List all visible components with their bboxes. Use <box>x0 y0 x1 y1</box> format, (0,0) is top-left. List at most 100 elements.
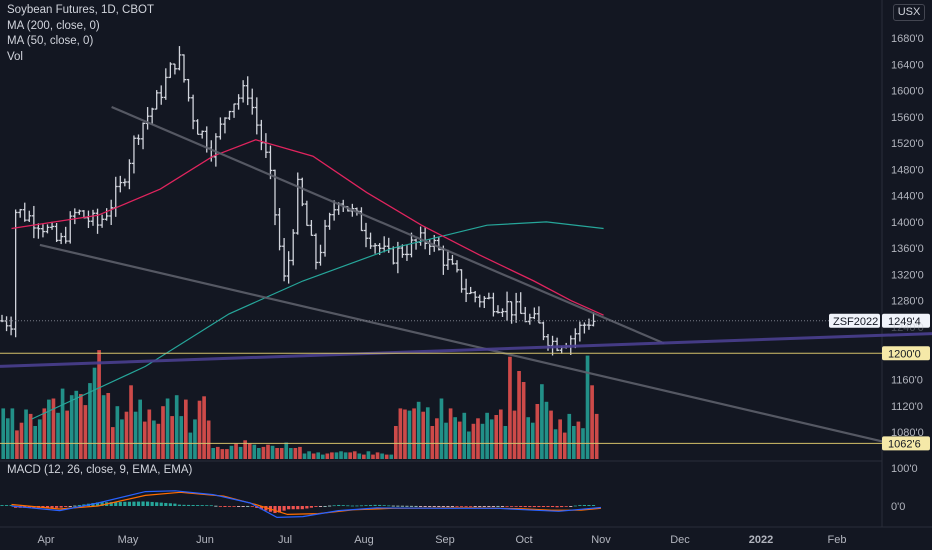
volume-bar[interactable] <box>28 413 33 459</box>
volume-bar[interactable] <box>56 412 60 459</box>
volume-bar[interactable] <box>120 419 124 459</box>
volume-bar[interactable] <box>42 408 47 459</box>
volume-bar[interactable] <box>540 384 544 459</box>
volume-bar[interactable] <box>133 411 138 459</box>
volume-bar[interactable] <box>325 453 330 460</box>
volume-bar[interactable] <box>339 451 343 459</box>
volume-bar[interactable] <box>352 451 357 459</box>
volume-bar[interactable] <box>384 454 389 459</box>
volume-bar[interactable] <box>380 453 384 460</box>
volume-bar[interactable] <box>15 430 19 459</box>
volume-bar[interactable] <box>1 408 6 459</box>
volume-bar[interactable] <box>508 356 512 459</box>
volume-bar[interactable] <box>179 416 184 459</box>
volume-bar[interactable] <box>257 448 261 459</box>
volume-bar[interactable] <box>234 443 238 459</box>
volume-bar[interactable] <box>152 420 156 460</box>
volume-bar[interactable] <box>298 446 302 459</box>
macd-legend[interactable]: MACD (12, 26, close, 9, EMA, EMA) <box>7 464 193 476</box>
volume-bar[interactable] <box>521 382 526 459</box>
volume-bar[interactable] <box>462 412 467 459</box>
lower-trendline[interactable] <box>39 243 891 445</box>
volume-bar[interactable] <box>375 452 380 459</box>
volume-bar[interactable] <box>330 452 334 459</box>
volume-bar[interactable] <box>211 448 216 459</box>
volume-bar[interactable] <box>553 429 558 459</box>
volume-bar[interactable] <box>47 399 51 459</box>
upper-trendline[interactable] <box>111 105 665 345</box>
volume-bar[interactable] <box>183 399 188 459</box>
volume-bar[interactable] <box>471 423 476 459</box>
volume-bar[interactable] <box>10 408 15 459</box>
volume-bar[interactable] <box>138 399 143 459</box>
volume-bar[interactable] <box>307 451 311 459</box>
volume-bar[interactable] <box>215 446 220 459</box>
volume-bar[interactable] <box>425 407 430 459</box>
volume-bar[interactable] <box>498 409 503 460</box>
volume-bar[interactable] <box>576 421 581 459</box>
volume-bar[interactable] <box>275 448 279 459</box>
volume-bar[interactable] <box>503 426 508 459</box>
volume-bar[interactable] <box>270 445 275 459</box>
volume-bar[interactable] <box>343 452 348 459</box>
volume-bar[interactable] <box>156 423 161 459</box>
volume-bar[interactable] <box>594 413 599 459</box>
volume-bar[interactable] <box>453 417 457 459</box>
currency-button[interactable]: USX <box>893 4 925 21</box>
volume-bar[interactable] <box>37 419 42 459</box>
volume-bar[interactable] <box>407 410 412 459</box>
volume-bar[interactable] <box>421 411 426 459</box>
volume-bar[interactable] <box>79 394 83 459</box>
legend-title[interactable]: Soybean Futures, 1D, CBOT <box>7 4 155 16</box>
volume-bar[interactable] <box>585 355 590 459</box>
volume-bar[interactable] <box>115 406 120 459</box>
legend-ma200[interactable]: MA (200, close, 0) <box>7 19 100 32</box>
volume-bar[interactable] <box>393 426 398 459</box>
volume-bar[interactable] <box>567 413 572 459</box>
volume-bar[interactable] <box>65 410 69 459</box>
volume-bar[interactable] <box>334 452 339 459</box>
volume-bar[interactable] <box>206 420 211 460</box>
ma50-line[interactable] <box>11 139 604 316</box>
volume-bar[interactable] <box>252 444 257 459</box>
volume-bar[interactable] <box>530 422 535 459</box>
volume-bar[interactable] <box>266 444 270 459</box>
volume-bar[interactable] <box>284 442 289 460</box>
volume-bar[interactable] <box>51 398 56 460</box>
volume-bar[interactable] <box>311 453 316 460</box>
volume-bar[interactable] <box>389 454 394 459</box>
volume-bar[interactable] <box>165 398 170 460</box>
volume-bar[interactable] <box>279 448 284 459</box>
volume-bar[interactable] <box>366 451 371 459</box>
volume-bar[interactable] <box>512 410 517 459</box>
volume-bar[interactable] <box>480 423 485 459</box>
volume-bar[interactable] <box>457 421 462 459</box>
volume-bar[interactable] <box>161 406 165 459</box>
volume-bar[interactable] <box>549 410 553 459</box>
volume-bar[interactable] <box>371 454 375 459</box>
volume-bar[interactable] <box>243 440 248 459</box>
volume-bar[interactable] <box>572 426 576 459</box>
volume-bar[interactable] <box>526 417 531 459</box>
volume-bar[interactable] <box>485 412 489 459</box>
macd-signal-line[interactable] <box>11 491 602 516</box>
volume-bar[interactable] <box>170 416 174 459</box>
volume-bar[interactable] <box>398 408 403 459</box>
legend-ma50[interactable]: MA (50, close, 0) <box>7 35 94 47</box>
volume-bar[interactable] <box>74 390 79 459</box>
volume-bar[interactable] <box>590 385 594 459</box>
volume-bar[interactable] <box>193 419 197 459</box>
volume-bar[interactable] <box>416 401 421 459</box>
volume-bar[interactable] <box>320 454 325 459</box>
volume-bar[interactable] <box>293 448 298 459</box>
volume-bar[interactable] <box>142 421 147 459</box>
volume-bar[interactable] <box>101 395 106 459</box>
volume-bar[interactable] <box>348 452 352 459</box>
volume-bar[interactable] <box>225 449 229 459</box>
volume-bar[interactable] <box>5 418 10 459</box>
volume-bar[interactable] <box>147 409 152 460</box>
volume-bar[interactable] <box>238 446 243 459</box>
volume-bar[interactable] <box>174 395 179 459</box>
volume-bar[interactable] <box>412 408 416 459</box>
volume-bar[interactable] <box>444 422 448 459</box>
